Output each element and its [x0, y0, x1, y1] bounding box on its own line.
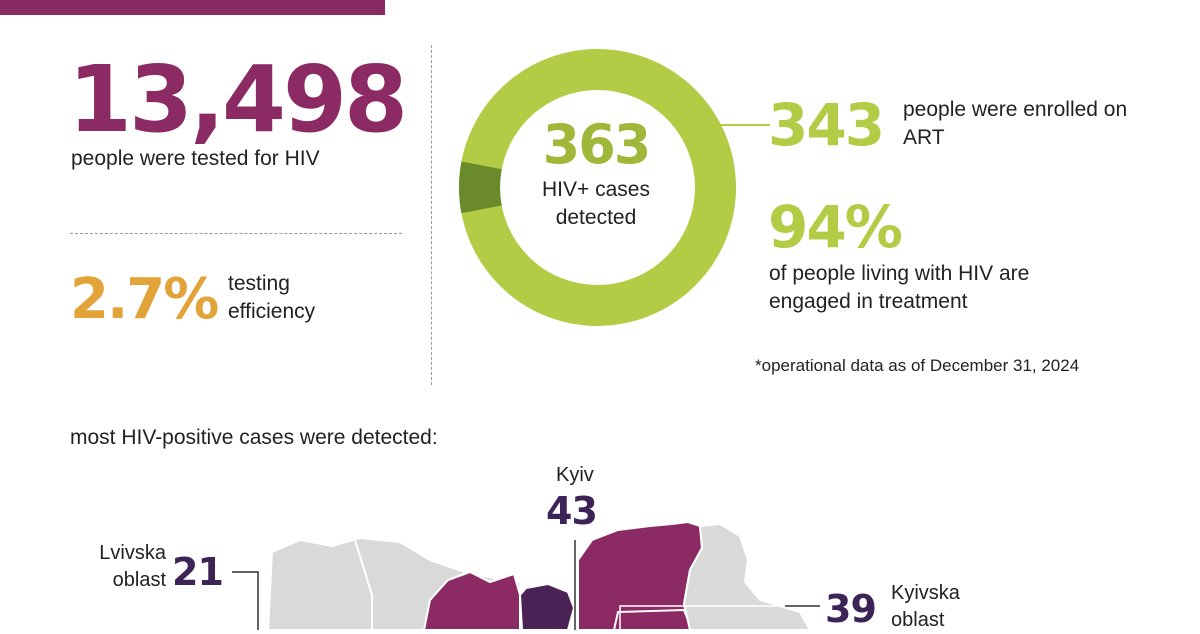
map-region-chernihiv — [682, 522, 812, 630]
kyivska-label: Kyivska oblast — [891, 582, 960, 631]
art-enrolled-label: people were enrolled on ART — [903, 98, 1128, 149]
donut-remaining-arc — [459, 49, 736, 326]
hiv-detected-label: HIV+ cases detected — [542, 178, 650, 229]
testing-efficiency-value: 2.7% — [70, 267, 219, 332]
tested-label: people were tested for HIV — [71, 147, 320, 170]
horizontal-divider — [70, 233, 402, 234]
tested-count: 13,498 — [68, 46, 408, 153]
map-region-cherkasy — [612, 608, 694, 630]
art-enrolled-count: 343 — [768, 91, 885, 159]
data-footnote: *operational data as of December 31, 202… — [755, 356, 1080, 375]
map-region-kyiv-highlight — [518, 582, 576, 630]
art-connector-line — [720, 124, 770, 126]
kyivska-count: 39 — [825, 587, 877, 631]
vertical-divider — [431, 45, 432, 385]
detected-donut-chart — [459, 49, 736, 326]
lviv-label: Lvivska oblast — [99, 542, 166, 591]
kyivska-leader-line-inner — [619, 605, 820, 630]
lviv-count: 21 — [172, 550, 224, 594]
map-border-line — [354, 539, 373, 630]
treatment-label: of people living with HIV are engaged in… — [769, 262, 1030, 313]
hiv-detected-count: 363 — [542, 113, 652, 176]
kyiv-label: Kyiv — [556, 464, 594, 486]
header-banner — [0, 0, 385, 15]
kyiv-count: 43 — [546, 489, 598, 533]
treatment-percentage: 94% — [768, 193, 903, 261]
lviv-leader-line — [232, 571, 259, 630]
map-region-zhytomyr — [422, 570, 521, 630]
testing-efficiency-label: testing efficiency — [228, 272, 316, 323]
ukraine-map — [232, 520, 820, 630]
regions-title: most HIV-positive cases were detected: — [70, 426, 438, 449]
